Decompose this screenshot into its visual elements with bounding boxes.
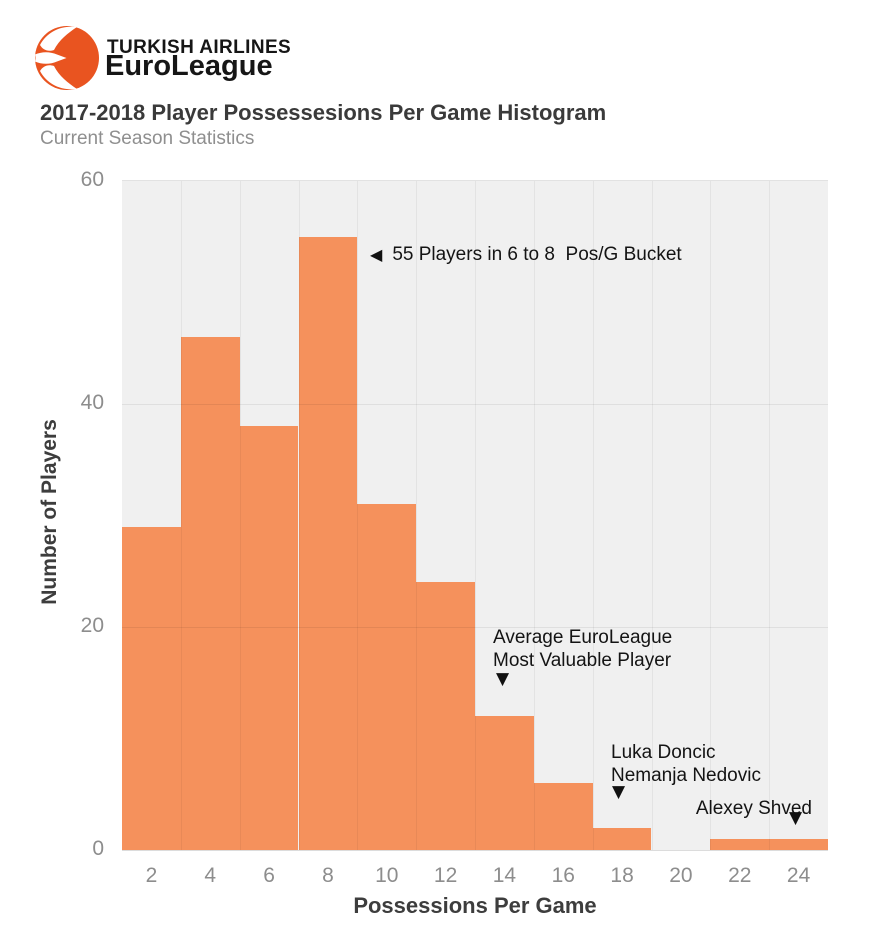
histogram-bar <box>416 582 475 850</box>
grid-line-vertical <box>592 181 594 850</box>
grid-line-vertical <box>475 181 476 850</box>
x-axis-tick-label: 8 <box>322 864 334 887</box>
arrow-left-icon: ◀ <box>370 244 383 264</box>
x-axis-tick-label: 2 <box>145 864 158 887</box>
grid-line-vertical <box>298 181 300 850</box>
annotation-55-players-text: 55 Players in 6 to 8 Pos/G Bucket <box>392 244 682 265</box>
x-axis-tick-label: 16 <box>551 864 575 887</box>
histogram-bar <box>357 504 417 850</box>
x-axis-tick-label: 18 <box>610 864 634 887</box>
annotation-55-players: ◀ 55 Players in 6 to 8 Pos/G Bucket <box>370 243 682 266</box>
arrow-down-icon: ▼ <box>612 782 626 802</box>
grid-line-vertical <box>239 181 241 850</box>
grid-line-vertical <box>180 181 182 850</box>
x-axis-ticks: 2 4 6 8 10 12 14 16 18 20 22 24 <box>122 864 828 892</box>
x-axis-tick-label: 6 <box>263 864 275 887</box>
x-axis-tick-label: 14 <box>492 864 517 887</box>
histogram-bar <box>180 337 240 850</box>
histogram-bar <box>475 716 534 850</box>
brand-name-airline: TURKISH AIRLINES <box>107 37 292 58</box>
grid-line-vertical <box>416 181 418 850</box>
arrow-down-icon: ▼ <box>496 669 510 689</box>
histogram-bar <box>122 526 181 850</box>
histogram-bar <box>769 838 828 850</box>
grid-line-vertical <box>651 181 653 850</box>
x-axis-title: Possessions Per Game <box>353 893 597 918</box>
chart-title: 2017-2018 Player Possessesions Per Game … <box>40 100 607 125</box>
annotation-shved: Alexey Shved <box>660 797 812 820</box>
histogram-bar <box>710 838 770 850</box>
grid-line-horizontal <box>122 627 828 628</box>
y-axis-tick-label: 0 <box>92 837 104 860</box>
annotation-mvp: Average EuroLeague Most Valuable Player <box>493 626 672 672</box>
grid-line-vertical <box>533 181 535 850</box>
grid-line-vertical <box>710 181 712 850</box>
histogram-bar <box>239 426 299 850</box>
annotation-doncic-nedovic-text: Luka Doncic Nemanja Nedovic <box>611 742 761 786</box>
arrow-down-icon: ▼ <box>789 808 803 828</box>
y-axis-ticks: 0 20 40 60 <box>38 168 104 860</box>
grid-line-vertical <box>769 181 771 850</box>
y-axis-tick-label: 40 <box>80 391 104 414</box>
brand-name-league: EuroLeague <box>105 50 273 82</box>
histogram-bar <box>592 827 652 850</box>
x-axis-tick-label: 20 <box>669 864 693 887</box>
histogram-plot-area <box>122 180 828 851</box>
histogram-bar <box>533 783 593 850</box>
histogram-bar <box>298 236 358 850</box>
x-axis-tick-label: 24 <box>786 864 811 887</box>
x-axis-tick-label: 4 <box>204 864 217 887</box>
grid-line-horizontal <box>122 404 828 405</box>
annotation-shved-text: Alexey Shved <box>695 798 812 819</box>
annotation-mvp-text: Average EuroLeague Most Valuable Player <box>493 627 673 671</box>
grid-line-vertical <box>357 181 359 850</box>
x-axis-tick-label: 22 <box>728 864 752 887</box>
x-axis-tick-label: 12 <box>433 864 458 887</box>
annotation-doncic-nedovic: Luka Doncic Nemanja Nedovic <box>611 741 761 787</box>
x-axis-tick-label: 10 <box>375 864 399 887</box>
euroleague-ball-logo-icon <box>35 26 99 90</box>
chart-subtitle: Current Season Statistics <box>40 128 255 149</box>
y-axis-tick-label: 60 <box>80 168 104 191</box>
y-axis-tick-label: 20 <box>80 614 104 637</box>
